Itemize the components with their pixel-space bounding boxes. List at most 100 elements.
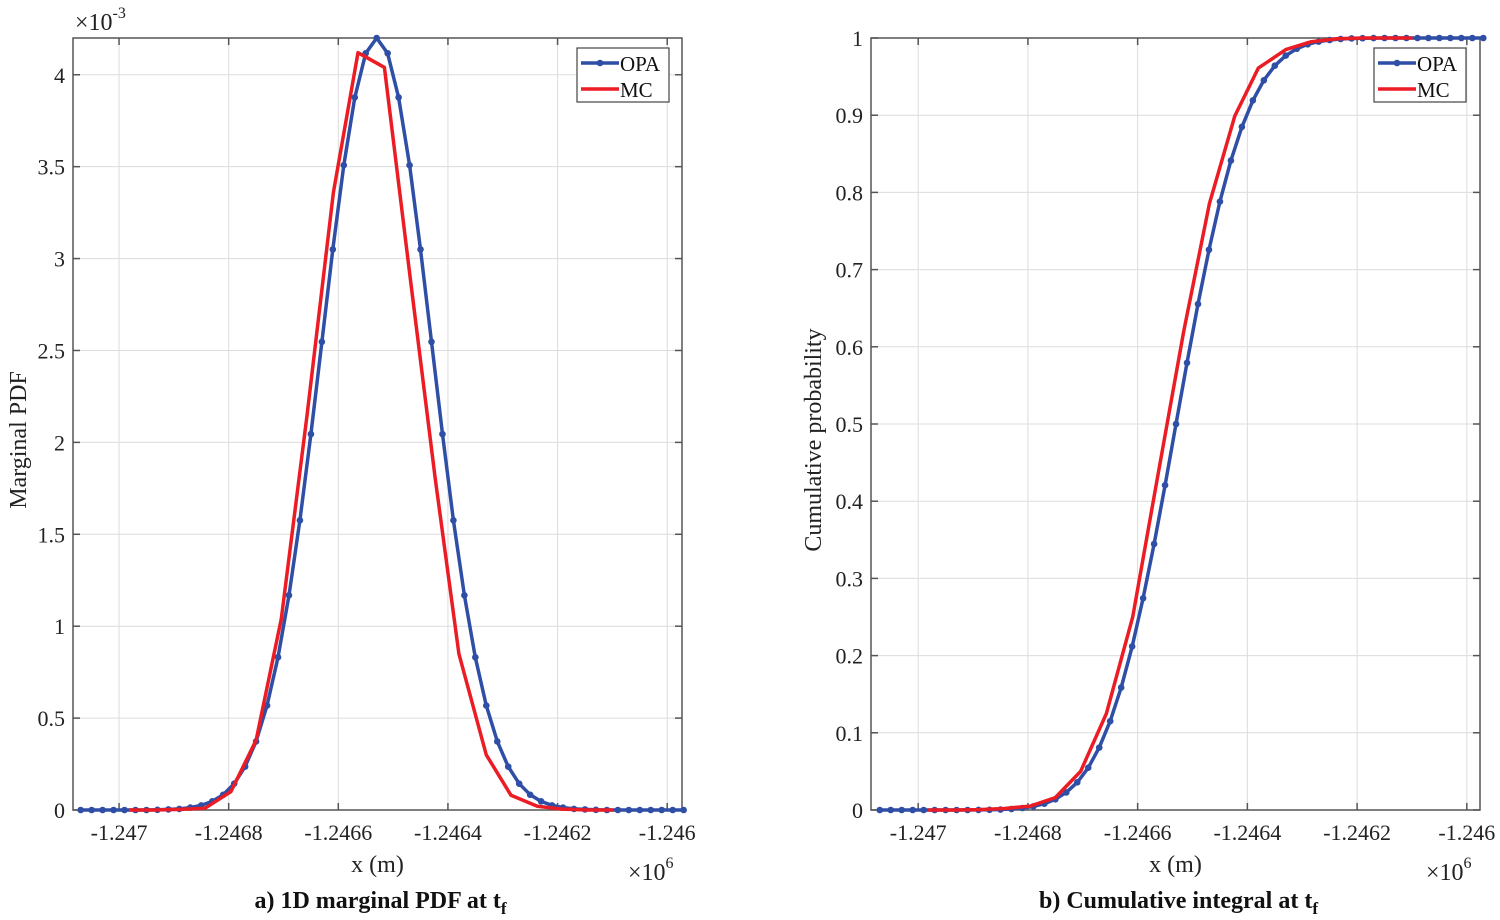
data-point-opa xyxy=(417,246,424,253)
data-point-opa xyxy=(504,763,512,770)
data-point-opa xyxy=(1106,717,1114,725)
y-multiplier: ×10-3 xyxy=(75,5,126,36)
data-point-opa xyxy=(340,161,348,169)
data-point-opa xyxy=(1128,643,1136,650)
data-point-opa xyxy=(1139,594,1147,602)
x-multiplier-base: ×10 xyxy=(628,860,666,886)
x-axis-label: x (m) xyxy=(351,852,404,878)
data-point-opa xyxy=(876,806,884,814)
data-point-opa xyxy=(1172,420,1180,428)
data-point-opa xyxy=(318,338,326,346)
data-point-opa xyxy=(483,702,490,709)
y-axis-label: Marginal PDF xyxy=(6,371,32,509)
data-point-opa xyxy=(1161,481,1169,489)
chart-cumulative-integral: -1.247 -1.2468 -1.2466 -1.2464 -1.2462 -1.246… xyxy=(801,26,1495,918)
data-point-opa xyxy=(1469,34,1476,42)
data-point-opa xyxy=(1205,246,1213,254)
data-point-opa xyxy=(439,430,446,438)
data-point-opa xyxy=(1479,34,1487,42)
data-point-opa xyxy=(680,806,687,814)
legend-marker-opa xyxy=(596,59,604,67)
data-point-opa xyxy=(526,791,534,799)
x-tick-label: -1.2466 xyxy=(304,820,372,845)
data-point-opa xyxy=(1095,744,1103,751)
y-tick-label: 1 xyxy=(54,614,65,639)
data-point-opa xyxy=(461,592,468,599)
data-point-opa xyxy=(493,738,501,745)
data-point-opa xyxy=(110,806,117,814)
data-point-opa xyxy=(515,780,523,788)
data-point-opa xyxy=(285,592,293,599)
data-point-opa xyxy=(99,806,106,814)
y-tick-label: 0 xyxy=(852,798,863,823)
data-point-opa xyxy=(77,806,84,814)
data-point-opa xyxy=(1238,123,1246,131)
x-tick-label: -1.247 xyxy=(890,820,947,845)
data-point-opa xyxy=(384,49,391,57)
y-tick-label: 0.8 xyxy=(836,180,864,205)
y-tick-label: 0.5 xyxy=(836,412,864,437)
data-point-opa xyxy=(1425,34,1432,42)
legend-label-opa: OPA xyxy=(620,52,661,76)
x-multiplier-exponent: 6 xyxy=(666,855,674,872)
data-point-opa xyxy=(296,517,304,524)
y-tick-label: 0 xyxy=(54,798,65,823)
data-point-opa xyxy=(1227,157,1235,164)
data-point-opa xyxy=(1183,359,1191,367)
x-axis-label: x (m) xyxy=(1149,852,1202,878)
data-point-opa xyxy=(472,653,479,661)
data-point-opa xyxy=(1447,34,1454,42)
x-multiplier-base: ×10 xyxy=(1426,860,1464,886)
chart-title-subscript: f xyxy=(1312,899,1318,918)
y-tick-label: 0.6 xyxy=(836,335,864,360)
x-tick-label: -1.2464 xyxy=(414,820,482,845)
data-point-opa xyxy=(1063,789,1070,796)
legend-label-mc: MC xyxy=(620,78,653,102)
data-point-opa xyxy=(1117,684,1125,691)
chart-marginal-pdf: -1.247 -1.2468 -1.2466 -1.2464 -1.2462 -1.246… xyxy=(6,5,696,918)
data-point-opa xyxy=(395,94,402,101)
chart-title: a) 1D marginal PDF at tf xyxy=(254,888,506,918)
y-axis-label: Cumulative probability xyxy=(801,328,827,551)
x-multiplier: ×106 xyxy=(628,855,674,886)
chart-title: b) Cumulative integral at tf xyxy=(1039,888,1318,918)
x-tick-label: -1.246 xyxy=(639,820,696,845)
data-point-opa xyxy=(1150,540,1158,548)
data-point-opa xyxy=(1249,97,1257,104)
series-line-opa xyxy=(80,36,684,812)
data-point-opa xyxy=(351,94,359,101)
y-tick-label: 0.2 xyxy=(836,644,864,669)
data-point-opa xyxy=(274,653,282,661)
data-point-opa xyxy=(1073,778,1081,786)
data-point-opa xyxy=(1260,77,1268,84)
data-point-opa xyxy=(909,806,916,814)
chart-title-text: b) Cumulative integral at t xyxy=(1039,888,1312,914)
legend-marker-opa xyxy=(1393,59,1401,67)
y-tick-label: 1.5 xyxy=(38,522,66,547)
x-multiplier-exponent: 6 xyxy=(1464,855,1472,872)
y-tick-label: 0.4 xyxy=(836,489,864,514)
data-point-opa xyxy=(658,806,666,814)
data-point-opa xyxy=(1282,52,1290,59)
x-tick-label: -1.2464 xyxy=(1213,820,1281,845)
data-point-opa xyxy=(636,806,644,814)
y-tick-label: 0.5 xyxy=(38,706,66,731)
y-tick-label: 0.3 xyxy=(836,566,864,591)
data-point-opa xyxy=(1084,764,1092,771)
chart-title-text: a) 1D marginal PDF at t xyxy=(254,888,500,914)
legend-box xyxy=(576,47,670,103)
data-point-opa xyxy=(329,246,337,253)
y-tick-label: 0.1 xyxy=(836,721,864,746)
data-point-opa xyxy=(1458,34,1465,42)
data-point-opa xyxy=(1436,34,1443,42)
x-tick-label: -1.2466 xyxy=(1104,820,1172,845)
legend-label-mc: MC xyxy=(1417,78,1450,102)
data-point-opa xyxy=(1216,198,1224,205)
data-point-opa xyxy=(450,517,457,524)
data-point-opa xyxy=(625,806,633,814)
data-point-opa xyxy=(898,806,906,814)
y-multiplier-base: ×10 xyxy=(75,10,113,36)
x-tick-label: -1.2462 xyxy=(524,820,592,845)
